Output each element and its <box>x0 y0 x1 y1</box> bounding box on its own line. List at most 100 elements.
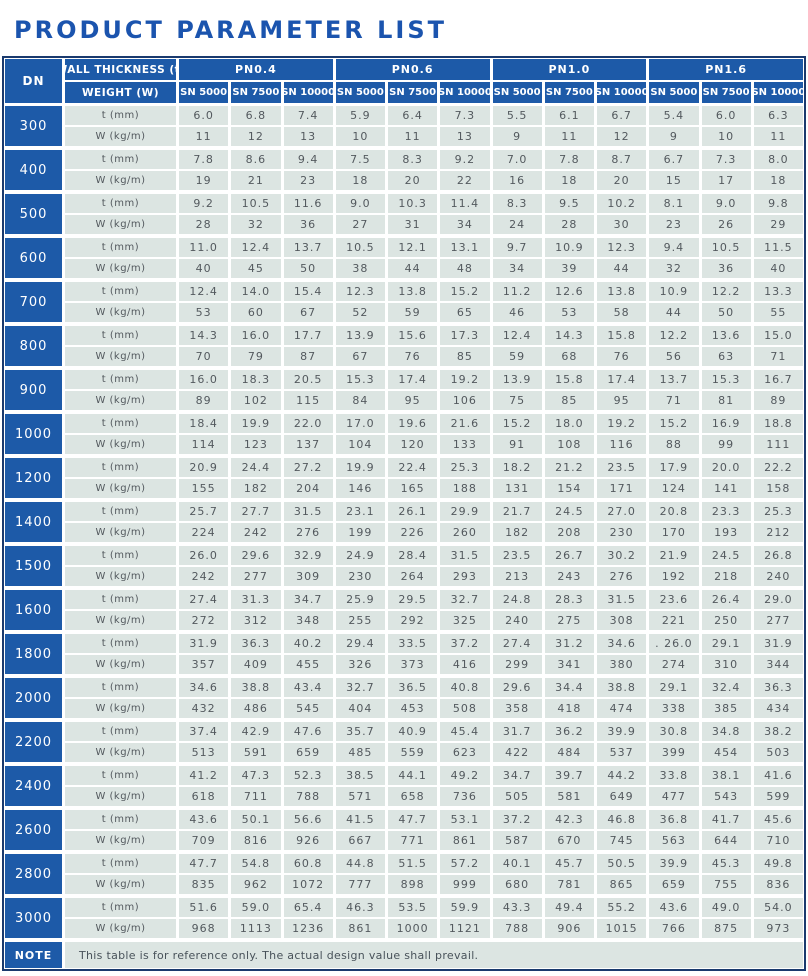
weight-value: 154 <box>544 479 594 498</box>
weight-value: 21 <box>231 171 281 190</box>
weight-value: 52 <box>335 303 385 322</box>
weight-value: 146 <box>335 479 385 498</box>
thickness-value: 42.9 <box>231 722 281 741</box>
t-row-label: t (mm) <box>65 370 176 389</box>
weight-value: 623 <box>440 743 490 762</box>
thickness-value: 24.9 <box>335 546 385 565</box>
t-row-label: t (mm) <box>65 722 176 741</box>
weight-value: 32 <box>231 215 281 234</box>
weight-value: 274 <box>649 655 699 674</box>
thickness-value: 27.4 <box>492 634 542 653</box>
weight-value: 15 <box>649 171 699 190</box>
weight-value: 898 <box>388 875 438 894</box>
t-row-label: t (mm) <box>65 150 176 169</box>
weight-value: 276 <box>597 567 647 586</box>
thickness-value: 13.9 <box>335 326 385 345</box>
thickness-value: 14.3 <box>179 326 229 345</box>
weight-value: 32 <box>649 259 699 278</box>
weight-value: 326 <box>335 655 385 674</box>
thickness-value: 32.4 <box>701 678 751 697</box>
thickness-value: 50.5 <box>597 854 647 873</box>
weight-value: 272 <box>179 611 229 630</box>
thickness-value: 22.2 <box>753 458 803 477</box>
thickness-value: 12.2 <box>701 282 751 301</box>
thickness-value: 37.4 <box>179 722 229 741</box>
w-row-label: W (kg/m) <box>65 875 176 894</box>
thickness-value: 31.5 <box>597 590 647 609</box>
w-row-label: W (kg/m) <box>65 567 176 586</box>
thickness-value: 31.5 <box>440 546 490 565</box>
weight-value: 12 <box>231 127 281 146</box>
thickness-value: 31.2 <box>544 634 594 653</box>
header-sn-7500: SN 7500 <box>701 82 751 103</box>
thickness-value: 23.5 <box>597 458 647 477</box>
dn-row-group: 800 t (mm) 14.3 16.0 17.7 13.9 15.6 17.3 12.4 14.… <box>5 326 803 366</box>
dn-row-group: 2000 t (mm) 34.6 38.8 43.4 32.7 36.5 40.8 29.6 34… <box>5 678 803 718</box>
weight-value: 9 <box>649 127 699 146</box>
weight-value: 486 <box>231 699 281 718</box>
weight-value: 102 <box>231 391 281 410</box>
weight-value: 45 <box>231 259 281 278</box>
weight-value: 108 <box>544 435 594 454</box>
thickness-value: 16.0 <box>179 370 229 389</box>
thickness-value: 10.9 <box>649 282 699 301</box>
weight-value: 67 <box>283 303 333 322</box>
dn-value: 1400 <box>5 502 62 542</box>
weight-value: 36 <box>701 259 751 278</box>
thickness-value: 13.7 <box>283 238 333 257</box>
thickness-value: 15.6 <box>388 326 438 345</box>
thickness-value: 32.7 <box>440 590 490 609</box>
weight-value: 563 <box>649 831 699 850</box>
thickness-value: 17.0 <box>335 414 385 433</box>
thickness-value: 26.1 <box>388 502 438 521</box>
thickness-value: 27.2 <box>283 458 333 477</box>
thickness-value: 25.7 <box>179 502 229 521</box>
w-row-label: W (kg/m) <box>65 699 176 718</box>
weight-value: 1236 <box>283 919 333 938</box>
t-row-label: t (mm) <box>65 678 176 697</box>
weight-value: 484 <box>544 743 594 762</box>
dn-value: 1500 <box>5 546 62 586</box>
weight-value: 165 <box>388 479 438 498</box>
thickness-value: 36.8 <box>649 810 699 829</box>
weight-value: 192 <box>649 567 699 586</box>
weight-value: 44 <box>388 259 438 278</box>
thickness-value: 29.1 <box>649 678 699 697</box>
thickness-value: 37.2 <box>440 634 490 653</box>
thickness-value: 7.3 <box>701 150 751 169</box>
header-sn-7500: SN 7500 <box>388 82 438 103</box>
weight-value: 106 <box>440 391 490 410</box>
thickness-value: 31.3 <box>231 590 281 609</box>
thickness-value: 8.3 <box>492 194 542 213</box>
thickness-value: 27.0 <box>597 502 647 521</box>
thickness-value: 18.4 <box>179 414 229 433</box>
thickness-value: 41.2 <box>179 766 229 785</box>
dn-value: 2200 <box>5 722 62 762</box>
w-row-label: W (kg/m) <box>65 787 176 806</box>
thickness-value: 25.9 <box>335 590 385 609</box>
weight-value: 906 <box>544 919 594 938</box>
thickness-value: 50.1 <box>231 810 281 829</box>
thickness-value: 11.2 <box>492 282 542 301</box>
dn-row-group: 2400 t (mm) 41.2 47.3 52.3 38.5 44.1 49.2 34.7 39… <box>5 766 803 806</box>
thickness-value: 17.3 <box>440 326 490 345</box>
weight-value: 816 <box>231 831 281 850</box>
thickness-value: 8.0 <box>753 150 803 169</box>
thickness-value: 30.8 <box>649 722 699 741</box>
weight-value: 46 <box>492 303 542 322</box>
dn-row-group: 1600 t (mm) 27.4 31.3 34.7 25.9 29.5 32.7 24.8 28… <box>5 590 803 630</box>
weight-value: 17 <box>701 171 751 190</box>
thickness-value: 59.0 <box>231 898 281 917</box>
thickness-value: 59.9 <box>440 898 490 917</box>
weight-value: 667 <box>335 831 385 850</box>
thickness-value: 18.0 <box>544 414 594 433</box>
w-row-label: W (kg/m) <box>65 127 176 146</box>
thickness-value: 10.9 <box>544 238 594 257</box>
thickness-value: 20.8 <box>649 502 699 521</box>
thickness-value: 29.1 <box>701 634 751 653</box>
weight-value: 835 <box>179 875 229 894</box>
weight-value: 84 <box>335 391 385 410</box>
weight-value: 199 <box>335 523 385 542</box>
weight-value: 745 <box>597 831 647 850</box>
dn-row-group: 400 t (mm) 7.8 8.6 9.4 7.5 8.3 9.2 7.0 7.8 8.7 6.7 7… <box>5 150 803 190</box>
